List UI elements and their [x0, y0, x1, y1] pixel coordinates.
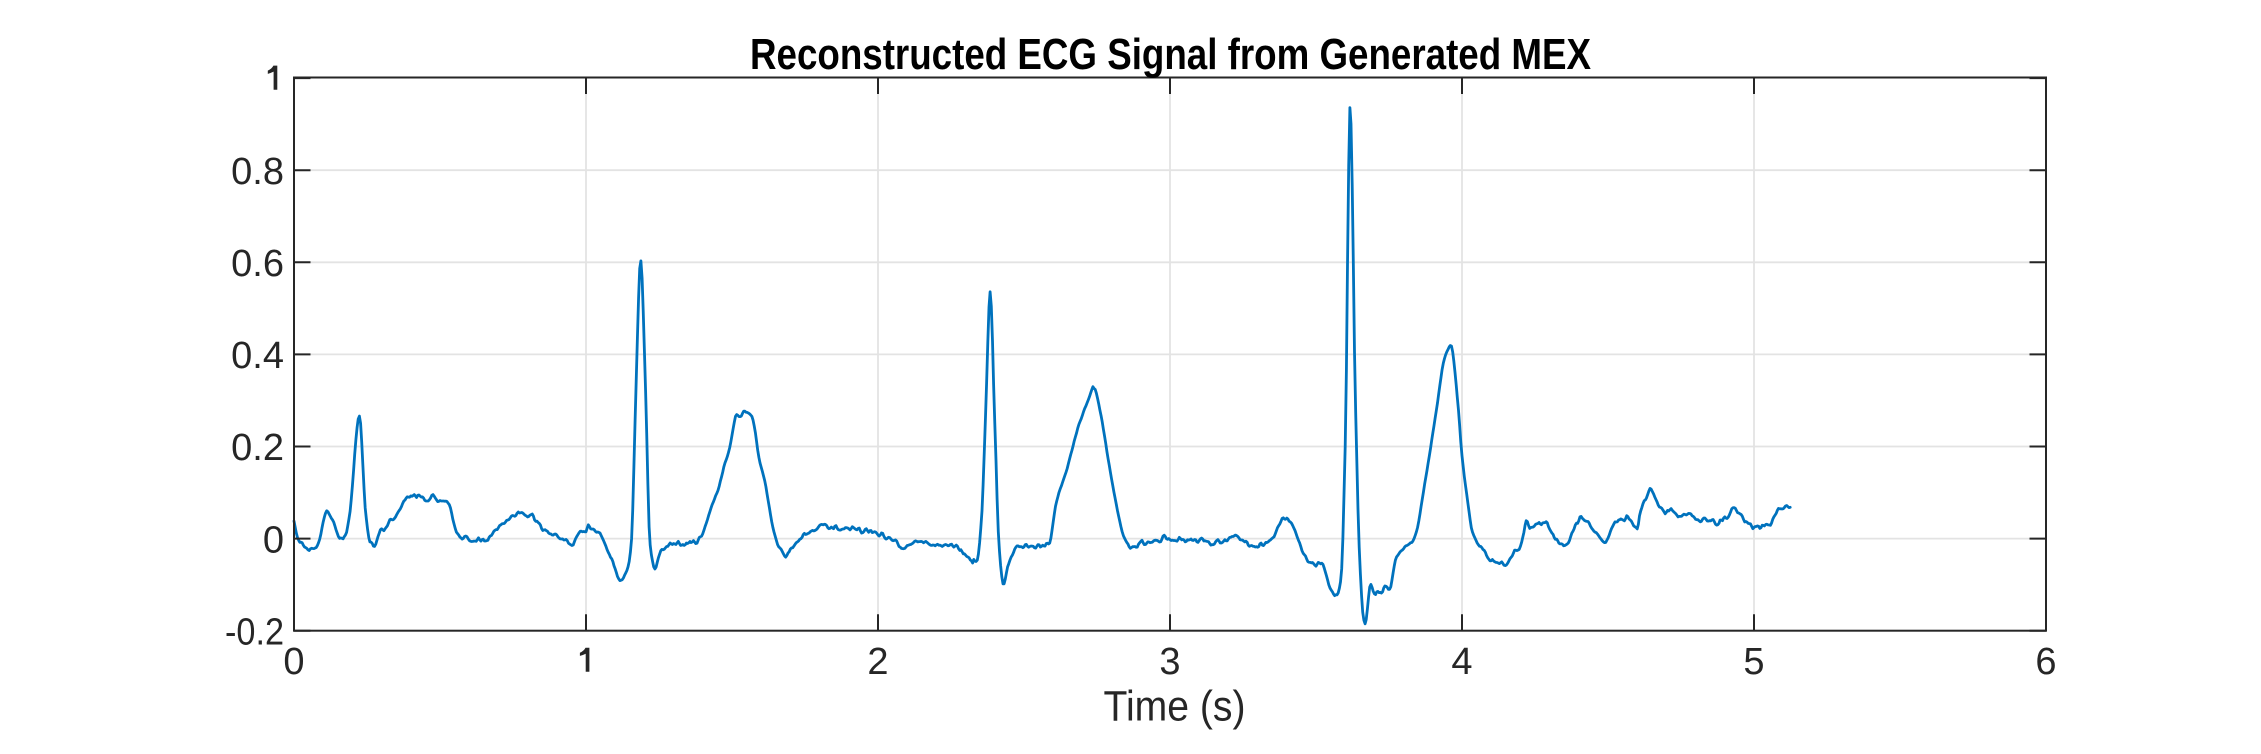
svg-text:3: 3 — [1159, 641, 1180, 683]
svg-text:5: 5 — [1743, 641, 1764, 683]
svg-text:Reconstructed ECG Signal from: Reconstructed ECG Signal from Generated … — [750, 31, 1591, 79]
svg-text:2: 2 — [867, 641, 888, 683]
svg-text:0.2: 0.2 — [231, 427, 284, 469]
svg-text:0.4: 0.4 — [231, 335, 284, 377]
svg-text:0: 0 — [263, 519, 284, 561]
svg-text:6: 6 — [2035, 641, 2056, 683]
svg-text:0.8: 0.8 — [231, 151, 284, 193]
svg-text:-0.2: -0.2 — [225, 612, 284, 654]
svg-text:0.6: 0.6 — [231, 243, 284, 285]
svg-text:Time (s): Time (s) — [1104, 683, 1246, 731]
svg-text:0: 0 — [283, 641, 304, 683]
svg-text:4: 4 — [1451, 641, 1472, 683]
